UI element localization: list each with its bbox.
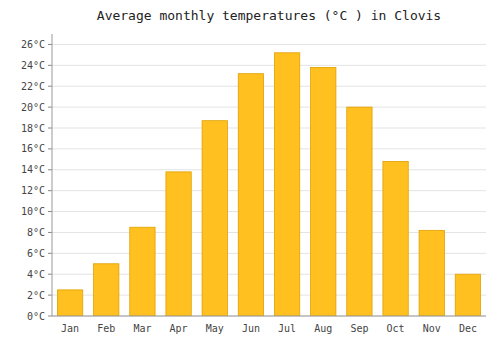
grid-line	[52, 148, 486, 149]
grid-line	[52, 44, 486, 45]
bar	[347, 107, 372, 316]
bar	[238, 74, 263, 316]
grid-line	[52, 86, 486, 87]
y-tick	[48, 211, 52, 212]
y-tick	[48, 148, 52, 149]
y-tick	[48, 128, 52, 129]
x-tick-label: Oct	[387, 323, 405, 334]
y-tick-label: 24°C	[21, 60, 45, 71]
grid	[52, 44, 486, 316]
bar	[419, 230, 444, 316]
y-tick	[48, 44, 52, 45]
x-tick-label: Dec	[459, 323, 477, 334]
y-tick-label: 18°C	[21, 123, 45, 134]
y-tick	[48, 274, 52, 275]
y-tick-label: 8°C	[27, 227, 45, 238]
x-tick-label: Nov	[423, 323, 441, 334]
bar	[455, 274, 480, 316]
y-tick	[48, 253, 52, 254]
x-tick-label: Mar	[133, 323, 151, 334]
x-tick-label: Jun	[242, 323, 260, 334]
grid-line	[52, 190, 486, 191]
chart: Average monthly temperatures (°C ) in Cl…	[0, 0, 500, 350]
y-tick-label: 26°C	[21, 39, 45, 50]
y-tick	[48, 107, 52, 108]
chart-container: Average monthly temperatures (°C ) in Cl…	[0, 0, 500, 350]
x-tick-label: Sep	[350, 323, 368, 334]
y-tick	[48, 316, 52, 317]
y-tick-label: 0°C	[27, 311, 45, 322]
y-tick-label: 20°C	[21, 102, 45, 113]
title: Average monthly temperatures (°C ) in Cl…	[97, 8, 441, 23]
bars	[57, 53, 480, 316]
bar	[274, 53, 299, 316]
y-tick	[48, 86, 52, 87]
y-tick	[48, 65, 52, 66]
y-tick-label: 14°C	[21, 164, 45, 175]
bar	[166, 172, 191, 316]
y-tick-label: 22°C	[21, 81, 45, 92]
y-tick	[48, 295, 52, 296]
y-tick-label: 6°C	[27, 248, 45, 259]
y-tick	[48, 232, 52, 233]
bar	[383, 161, 408, 316]
grid-line	[52, 128, 486, 129]
bar	[57, 290, 82, 316]
bar	[202, 121, 227, 316]
y-axis	[52, 34, 53, 316]
x-tick-label: Jan	[61, 323, 79, 334]
bar	[311, 67, 336, 316]
y-tick-label: 12°C	[21, 185, 45, 196]
bar	[94, 264, 119, 316]
y-tick-label: 2°C	[27, 290, 45, 301]
y-tick	[48, 169, 52, 170]
grid-line	[52, 211, 486, 212]
x-tick-label: Apr	[170, 323, 188, 334]
x-tick-label: Jul	[278, 323, 296, 334]
x-tick-label: Aug	[314, 323, 332, 334]
x-tick-label: Feb	[97, 323, 115, 334]
grid-line	[52, 316, 486, 317]
grid-line	[52, 107, 486, 108]
y-tick-label: 4°C	[27, 269, 45, 280]
grid-line	[52, 65, 486, 66]
x-axis	[52, 316, 486, 317]
y-tick-label: 10°C	[21, 206, 45, 217]
bar	[130, 227, 155, 316]
y-tick-label: 16°C	[21, 143, 45, 154]
y-tick	[48, 190, 52, 191]
x-tick-label: May	[206, 323, 224, 334]
grid-line	[52, 169, 486, 170]
